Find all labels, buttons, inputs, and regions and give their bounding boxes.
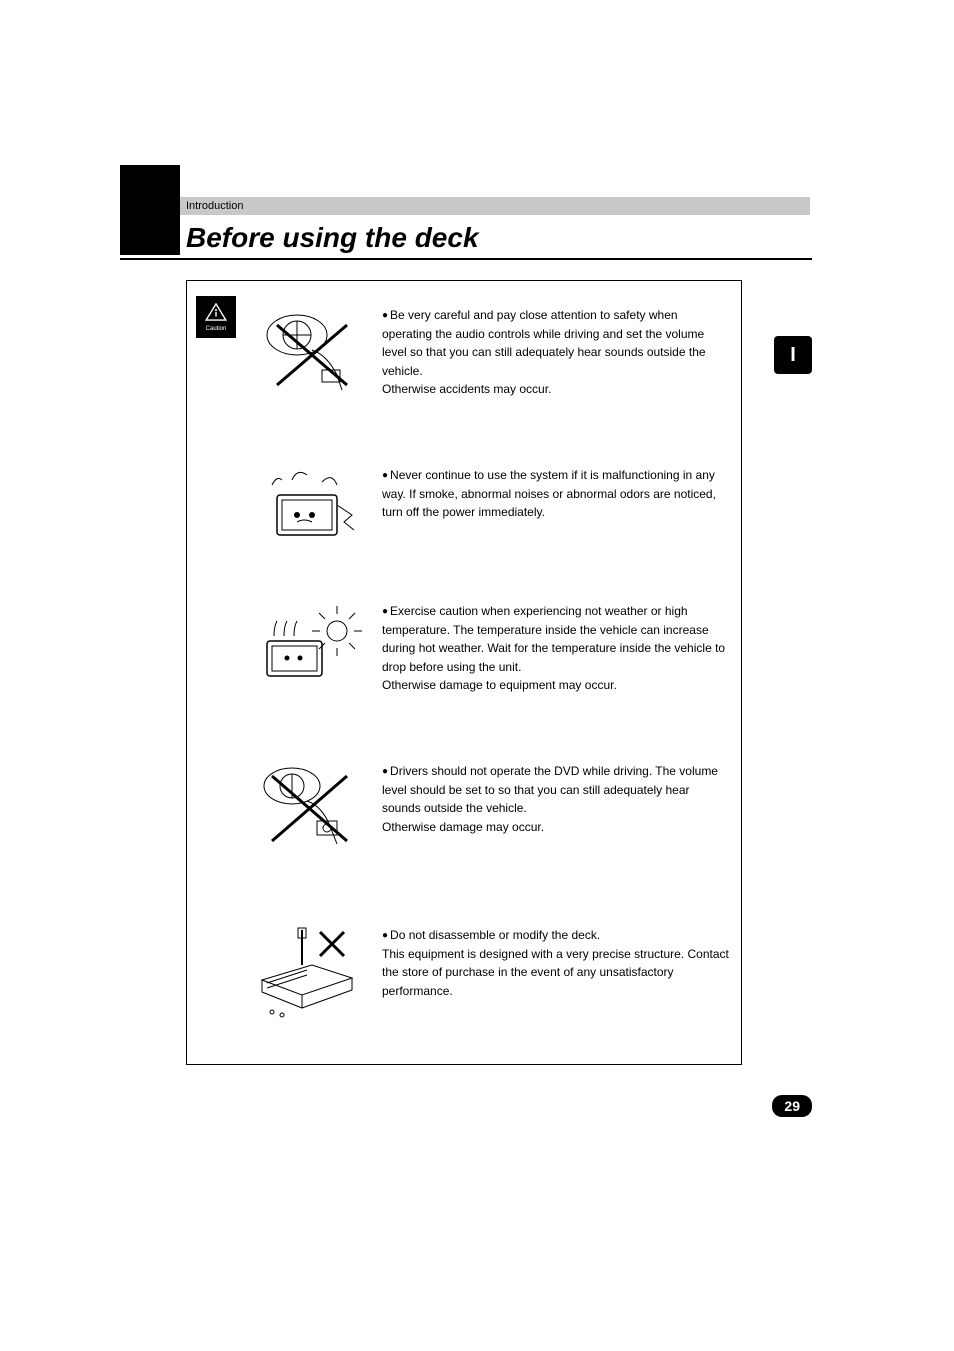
caution-item-text: Never continue to use the system if it i… [382, 460, 730, 560]
caution-item-text: Do not disassemble or modify the deck. T… [382, 920, 730, 1020]
caution-item-text: Be very careful and pay close attention … [382, 300, 730, 400]
caution-item-tail: Otherwise accidents may occur. [382, 382, 551, 396]
caution-item-text: Exercise caution when experiencing not w… [382, 596, 730, 696]
page-number: 29 [772, 1095, 812, 1117]
caution-item-tail: Otherwise damage may occur. [382, 820, 544, 834]
title-underline [120, 258, 812, 260]
caution-label: Caution [206, 326, 227, 332]
illustration-malfunction-icon [252, 460, 364, 560]
caution-item-text: Drivers should not operate the DVD while… [382, 756, 730, 856]
illustration-disassemble-icon [252, 920, 364, 1020]
section-label: Introduction [186, 200, 243, 212]
caution-item-lead: Never continue to use the system if it i… [382, 468, 716, 519]
caution-item: Never continue to use the system if it i… [252, 460, 730, 560]
caution-badge: Caution [196, 296, 236, 338]
caution-item: Drivers should not operate the DVD while… [252, 756, 730, 856]
left-black-tab [120, 165, 180, 255]
illustration-driving-icon [252, 300, 364, 400]
page-title: Before using the deck [186, 222, 479, 254]
caution-item-lead: Do not disassemble or modify the deck. [382, 928, 600, 942]
section-label-bar: Introduction [180, 197, 810, 215]
caution-item-tail: Otherwise damage to equipment may occur. [382, 678, 617, 692]
caution-item-lead: Drivers should not operate the DVD while… [382, 764, 718, 815]
caution-item-tail: This equipment is designed with a very p… [382, 947, 729, 998]
caution-triangle-icon [204, 303, 228, 324]
illustration-dvd-driving-icon [252, 756, 364, 856]
caution-item: Do not disassemble or modify the deck. T… [252, 920, 730, 1020]
caution-item-lead: Be very careful and pay close attention … [382, 308, 706, 378]
caution-item: Be very careful and pay close attention … [252, 300, 730, 400]
caution-item-lead: Exercise caution when experiencing not w… [382, 604, 725, 674]
caution-item: Exercise caution when experiencing not w… [252, 596, 730, 696]
side-tab: I [774, 336, 812, 374]
illustration-hot-weather-icon [252, 596, 364, 696]
